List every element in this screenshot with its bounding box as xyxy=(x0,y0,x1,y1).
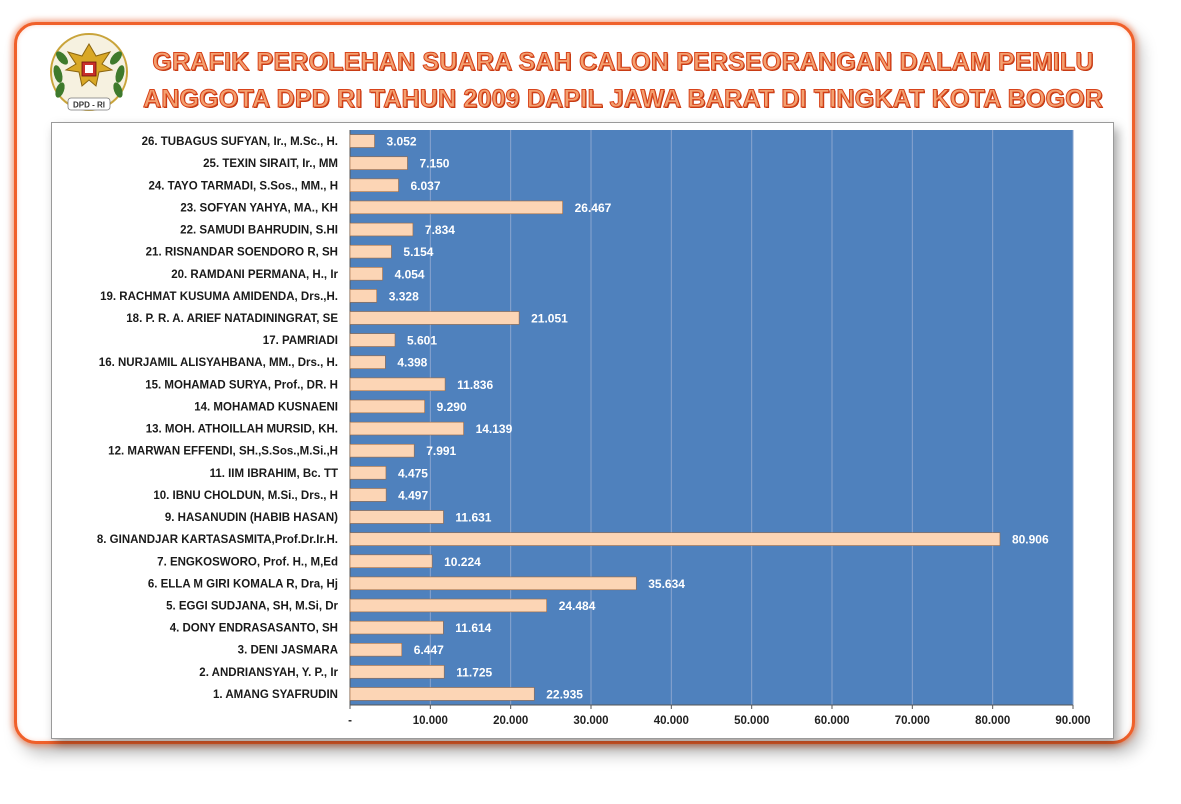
bar xyxy=(349,598,547,613)
bar xyxy=(349,421,464,436)
bar xyxy=(349,311,520,325)
bar xyxy=(349,244,392,259)
category-label: 20. RAMDANI PERMANA, H., Ir xyxy=(171,269,338,281)
category-label: 12. MARWAN EFFENDI, SH.,S.Sos.,M.Si.,H xyxy=(108,446,338,458)
category-label: 6. ELLA M GIRI KOMALA R, Dra, Hj xyxy=(148,578,338,590)
data-label: 24.484 xyxy=(559,599,596,613)
data-label: 9.290 xyxy=(437,400,467,414)
bar xyxy=(349,377,446,392)
data-label: 4.475 xyxy=(398,466,428,480)
bar xyxy=(349,178,399,193)
chart-title-line-2: ANGGOTA DPD RI TAHUN 2009 DAPIL JAWA BAR… xyxy=(142,85,1104,114)
data-label: 3.052 xyxy=(387,135,417,149)
category-label: 8. GINANDJAR KARTASASMITA,Prof.Dr.Ir.H. xyxy=(97,534,338,546)
bar xyxy=(349,687,535,701)
category-label: 15. MOHAMAD SURYA, Prof., DR. H xyxy=(145,379,338,391)
data-label: 35.634 xyxy=(648,577,685,591)
data-label: 5.154 xyxy=(403,245,433,259)
bar xyxy=(349,554,433,568)
data-label: 6.037 xyxy=(410,179,440,193)
bar xyxy=(349,222,414,237)
chart-area: - 10.000 20.000 30.000 40.000 50.000 60.000 70.… xyxy=(51,122,1114,739)
x-tick-label: 20.000 xyxy=(493,715,528,727)
data-label: 4.054 xyxy=(395,267,425,281)
logo-text: DPD - RI xyxy=(73,101,105,110)
data-label: 4.398 xyxy=(397,356,427,370)
bar xyxy=(349,200,563,215)
x-tick-label: - xyxy=(348,715,352,727)
category-label: 9. HASANUDIN (HABIB HASAN) xyxy=(165,512,338,524)
chart-title-line-1: GRAFIK PEROLEHAN SUARA SAH CALON PERSEOR… xyxy=(152,48,1094,77)
data-label: 11.631 xyxy=(455,511,491,525)
data-label: 21.051 xyxy=(531,311,568,325)
category-label: 3. DENI JASMARA xyxy=(238,645,338,657)
bar xyxy=(349,289,378,303)
bar xyxy=(349,267,383,281)
data-label: 6.447 xyxy=(414,643,444,657)
category-label: 10. IBNU CHOLDUN, M.Si., Drs., H xyxy=(153,490,338,502)
plot-background xyxy=(350,130,1073,705)
category-label: 22. SAMUDI BAHRUDIN, S.HI xyxy=(180,225,338,237)
x-tick-label: 10.000 xyxy=(413,715,448,727)
data-label: 26.467 xyxy=(575,201,612,215)
x-tick-label: 80.000 xyxy=(975,715,1010,727)
x-tick-label: 30.000 xyxy=(573,715,608,727)
x-tick-label: 50.000 xyxy=(734,715,769,727)
bar xyxy=(349,510,444,524)
bar xyxy=(349,466,387,480)
wreath-icon xyxy=(53,51,125,98)
category-label: 25. TEXIN SIRAIT, Ir., MM xyxy=(203,158,338,170)
bar xyxy=(349,576,637,591)
data-label: 7.834 xyxy=(425,223,455,237)
bar xyxy=(349,399,425,414)
bar xyxy=(349,156,408,170)
x-tick-label: 90.000 xyxy=(1055,715,1090,727)
bar xyxy=(349,443,415,458)
category-label: 18. P. R. A. ARIEF NATADININGRAT, SE xyxy=(126,313,338,325)
bar xyxy=(349,355,386,369)
category-label: 14. MOHAMAD KUSNAENI xyxy=(194,401,338,413)
category-label: 17. PAMRIADI xyxy=(263,335,338,347)
bar xyxy=(349,488,387,502)
data-label: 3.328 xyxy=(389,289,419,303)
category-label: 23. SOFYAN YAHYA, MA., KH xyxy=(180,202,338,214)
category-label: 2. ANDRIANSYAH, Y. P., Ir xyxy=(199,667,338,679)
category-label: 5. EGGI SUDJANA, SH, M.Si, Dr xyxy=(166,600,338,612)
garuda-emblem-icon xyxy=(64,43,114,87)
bar xyxy=(349,532,1001,546)
bar xyxy=(349,134,375,148)
bar xyxy=(349,642,403,657)
x-tick-label: 40.000 xyxy=(654,715,689,727)
data-label: 11.836 xyxy=(457,378,493,392)
category-label: 21. RISNANDAR SOENDORO R, SH xyxy=(146,247,338,259)
data-label: 10.224 xyxy=(444,555,481,569)
data-label: 22.935 xyxy=(546,687,583,701)
data-label: 7.991 xyxy=(426,444,456,458)
data-label: 7.150 xyxy=(419,157,449,171)
data-label: 5.601 xyxy=(407,334,437,348)
category-label: 19. RACHMAT KUSUMA AMIDENDA, Drs.,H. xyxy=(100,291,338,303)
bar xyxy=(349,665,445,679)
x-tick-label: 60.000 xyxy=(814,715,849,727)
bar xyxy=(349,620,444,635)
data-label: 11.614 xyxy=(455,621,491,635)
dpd-logo: DPD - RI xyxy=(50,33,128,111)
category-label: 1. AMANG SYAFRUDIN xyxy=(213,689,338,701)
data-label: 4.497 xyxy=(398,488,428,502)
category-label: 13. MOH. ATHOILLAH MURSID, KH. xyxy=(146,424,338,436)
category-label: 7. ENGKOSWORO, Prof. H., M,Ed xyxy=(157,556,338,568)
bar-chart: - 10.000 20.000 30.000 40.000 50.000 60.000 70.… xyxy=(97,130,1091,727)
category-label: 11. IIM IBRAHIM, Bc. TT xyxy=(210,468,338,480)
bar xyxy=(349,333,396,347)
category-label: 16. NURJAMIL ALISYAHBANA, MM., Drs., H. xyxy=(99,357,338,369)
category-label: 26. TUBAGUS SUFYAN, Ir., M.Sc., H. xyxy=(142,136,338,148)
category-label: 4. DONY ENDRASASANTO, SH xyxy=(170,623,338,635)
category-label: 24. TAYO TARMADI, S.Sos., MM., H xyxy=(148,180,338,192)
data-label: 14.139 xyxy=(476,422,513,436)
data-label: 11.725 xyxy=(456,665,492,679)
x-tick-label: 70.000 xyxy=(895,715,930,727)
data-label: 80.906 xyxy=(1012,533,1049,547)
